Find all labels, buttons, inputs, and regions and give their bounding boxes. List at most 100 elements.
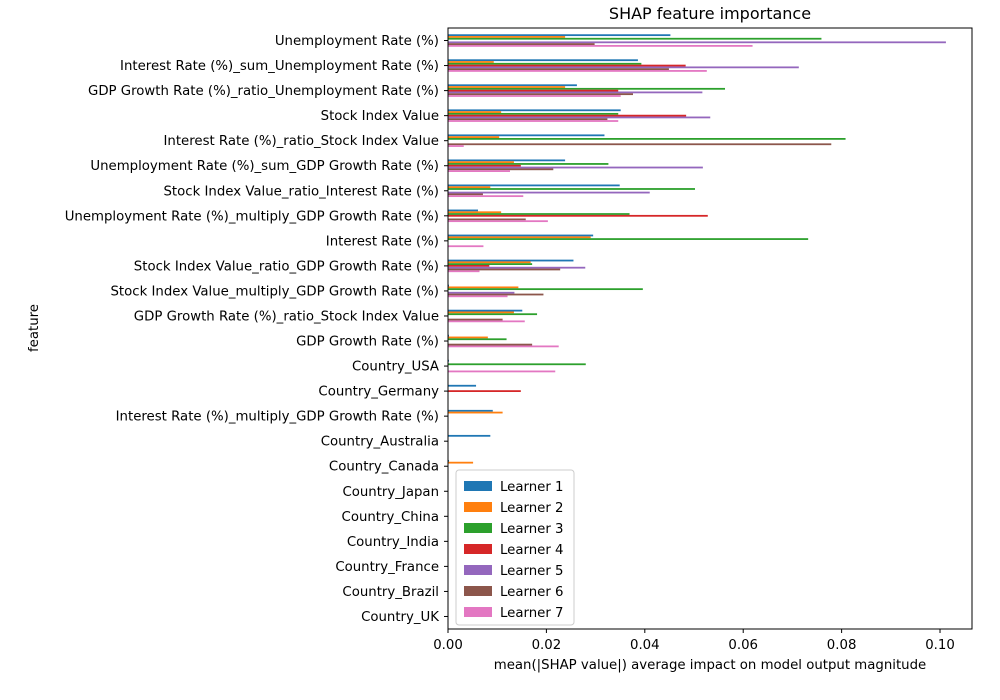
y-tick-label: Country_USA	[352, 360, 439, 375]
bar-1-15	[448, 384, 477, 387]
bar-4-3	[448, 89, 619, 92]
bar-4-8	[448, 214, 708, 217]
y-tick-label: GDP Growth Rate (%)_ratio_Unemployment R…	[88, 84, 439, 99]
y-tick-label: Country_India	[347, 535, 439, 550]
y-tick-label: Country_Brazil	[342, 585, 439, 600]
chart-title: SHAP feature importance	[609, 4, 811, 23]
bar-3-5	[448, 138, 846, 140]
bar-6-2	[448, 68, 669, 71]
y-tick-label: Interest Rate (%)_multiply_GDP Growth Ra…	[116, 410, 439, 425]
bar-7-8	[448, 220, 548, 223]
legend-label: Learner 2	[500, 501, 564, 516]
bar-2-2	[448, 61, 494, 63]
y-tick-label: Country_Japan	[342, 485, 439, 500]
bar-2-3	[448, 86, 566, 88]
legend: Learner 1 Learner 2 Learner 3 Learner 4 Lear…	[455, 469, 575, 626]
y-tick-label: Stock Index Value	[321, 109, 439, 124]
bar-4-4	[448, 114, 687, 117]
bar-1-16	[448, 409, 493, 412]
plot-area	[448, 34, 946, 512]
bar-5-11	[448, 291, 515, 294]
bar-3-14	[448, 363, 586, 366]
bar-2-13	[448, 336, 488, 339]
bar-1-9	[448, 234, 594, 237]
bar-6-7	[448, 193, 483, 196]
bar-5-6	[448, 166, 703, 169]
bar-6-4	[448, 118, 608, 121]
bar-1-2	[448, 59, 638, 62]
x-tick-label: 0.00	[433, 638, 463, 653]
bar-1-6	[448, 159, 566, 162]
bar-7-14	[448, 370, 556, 373]
bar-7-6	[448, 170, 510, 172]
bar-7-13	[448, 345, 559, 348]
bar-6-13	[448, 343, 533, 346]
x-tick-label: 0.04	[630, 638, 660, 653]
y-tick-label: Country_Germany	[318, 385, 439, 400]
bar-6-3	[448, 93, 633, 96]
bar-3-12	[448, 313, 538, 316]
x-tick-label: 0.10	[925, 638, 955, 653]
bar-5-10	[448, 266, 586, 269]
bar-3-6	[448, 163, 609, 165]
bar-7-11	[448, 295, 508, 298]
bar-2-7	[448, 186, 491, 189]
legend-swatch	[464, 481, 492, 491]
bar-5-3	[448, 91, 703, 94]
bar-2-18	[448, 461, 474, 464]
bar-6-1	[448, 43, 595, 45]
bar-7-3	[448, 95, 621, 97]
legend-swatch	[464, 586, 492, 596]
legend-label: Learner 1	[500, 480, 564, 495]
legend-label: Learner 5	[500, 564, 564, 579]
y-tick-label: GDP Growth Rate (%)	[296, 335, 439, 350]
x-axis-title: mean(|SHAP value|) average impact on mod…	[494, 658, 926, 673]
bar-2-16	[448, 411, 503, 414]
bar-1-8	[448, 209, 479, 212]
bar-2-11	[448, 286, 519, 289]
bar-1-17	[448, 434, 491, 437]
bar-2-6	[448, 161, 514, 164]
bar-6-12	[448, 318, 503, 321]
bar-3-1	[448, 37, 822, 40]
y-tick-label: GDP Growth Rate (%)_ratio_Stock Index Va…	[134, 309, 439, 324]
bar-6-8	[448, 218, 526, 221]
bar-3-3	[448, 87, 726, 90]
bar-6-10	[448, 268, 561, 271]
bar-1-7	[448, 184, 620, 187]
y-tick-label: Country_Australia	[321, 435, 439, 450]
x-tick-label: 0.08	[827, 638, 857, 653]
bar-2-9	[448, 236, 591, 239]
y-tick-label: Country_France	[335, 560, 439, 575]
legend-swatch	[464, 607, 492, 617]
y-tick-label: Interest Rate (%)	[326, 234, 439, 249]
bar-5-7	[448, 191, 650, 194]
y-tick-label: Unemployment Rate (%)_multiply_GDP Growt…	[65, 209, 439, 224]
y-tick-label: Stock Index Value_multiply_GDP Growth Ra…	[110, 284, 439, 299]
y-tick-label: Unemployment Rate (%)_sum_GDP Growth Rat…	[90, 159, 439, 174]
bar-2-1	[448, 36, 566, 38]
bar-7-4	[448, 120, 619, 122]
bar-4-6	[448, 164, 521, 167]
x-tick-label: 0.02	[532, 638, 562, 653]
bar-7-1	[448, 44, 753, 47]
bar-2-12	[448, 311, 514, 314]
bar-1-1	[448, 34, 671, 37]
bar-6-5	[448, 143, 832, 146]
x-tick-label: 0.06	[728, 638, 758, 653]
bar-7-10	[448, 270, 480, 273]
bar-2-8	[448, 211, 502, 214]
bar-2-5	[448, 136, 500, 139]
y-tick-label: Unemployment Rate (%)	[275, 34, 439, 49]
y-axis-title: feature	[27, 304, 42, 352]
bar-5-1	[448, 41, 946, 44]
legend-swatch	[464, 565, 492, 575]
bar-3-4	[448, 112, 619, 115]
x-axis: 0.00 0.02 0.04 0.06 0.08 0.10	[433, 629, 955, 653]
bar-4-15	[448, 390, 521, 392]
y-tick-label: Country_Canada	[329, 460, 439, 475]
bar-3-2	[448, 62, 642, 65]
legend-label: Learner 6	[500, 585, 564, 600]
legend-swatch	[464, 523, 492, 533]
